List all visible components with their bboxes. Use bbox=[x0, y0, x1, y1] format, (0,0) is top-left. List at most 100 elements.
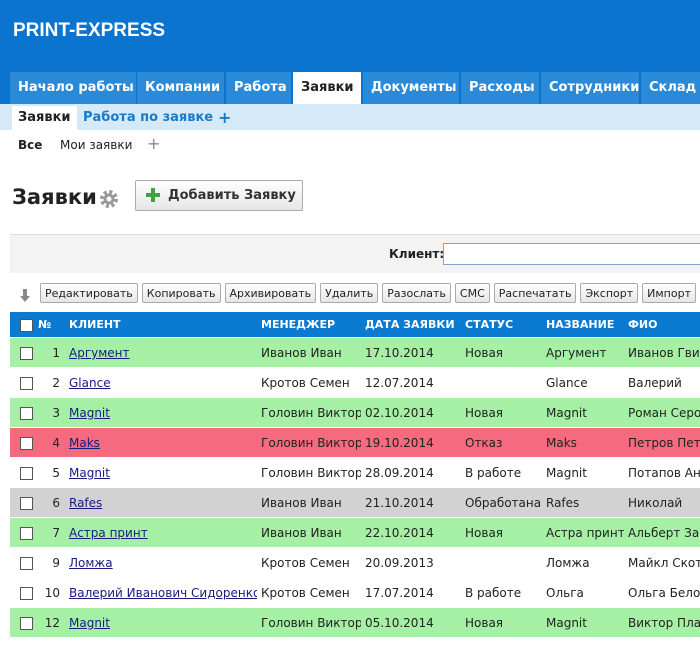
client-link[interactable]: Аргумент bbox=[69, 346, 130, 360]
table-row[interactable]: 12 Magnit Головин Виктор 05.10.2014 Новая Mag… bbox=[10, 608, 700, 638]
client-cell: Аргумент bbox=[69, 338, 257, 368]
app-title: PRINT-EXPRESS bbox=[13, 20, 166, 41]
row-number: 1 bbox=[52, 346, 60, 360]
client-link[interactable]: Астра принт bbox=[69, 526, 148, 540]
sort-icon[interactable] bbox=[18, 287, 32, 303]
client-link[interactable]: Валерий Иванович Сидоренко bbox=[69, 586, 257, 600]
table-cell: 02.10.2014 bbox=[365, 406, 434, 420]
nav-tab[interactable]: Сотрудники bbox=[541, 72, 639, 104]
toolbar-button[interactable]: Редактировать bbox=[40, 283, 138, 303]
row-checkbox[interactable] bbox=[20, 437, 33, 450]
table-cell: Валерий bbox=[628, 376, 682, 390]
row-number: 9 bbox=[52, 556, 60, 570]
table-cell: Ломжа bbox=[546, 556, 590, 570]
table-cell: 05.10.2014 bbox=[365, 616, 434, 630]
table-cell: 17.07.2014 bbox=[365, 586, 434, 600]
table-row[interactable]: 6 Rafes Иванов Иван 21.10.2014 Обработана Raf… bbox=[10, 488, 700, 518]
subtab-bar bbox=[0, 104, 700, 130]
table-cell: Альберт Зан bbox=[628, 526, 700, 540]
client-cell: Астра принт bbox=[69, 518, 257, 548]
client-input[interactable] bbox=[443, 243, 700, 265]
table-row[interactable]: 7 Астра принт Иванов Иван 22.10.2014 Новая Ас… bbox=[10, 518, 700, 548]
row-number: 10 bbox=[44, 586, 60, 600]
row-checkbox[interactable] bbox=[20, 527, 33, 540]
add-button[interactable]: Добавить Заявку bbox=[135, 180, 303, 211]
table-cell: Maks bbox=[546, 436, 577, 450]
row-checkbox[interactable] bbox=[20, 467, 33, 480]
table-cell: 17.10.2014 bbox=[365, 346, 434, 360]
table-row[interactable]: 3 Magnit Головин Виктор 02.10.2014 Новая Magn… bbox=[10, 398, 700, 428]
table-cell: 21.10.2014 bbox=[365, 496, 434, 510]
column-header[interactable]: ДАТА ЗАЯВКИ bbox=[365, 318, 455, 331]
table-cell: Новая bbox=[465, 526, 504, 540]
client-link[interactable]: Magnit bbox=[69, 466, 110, 480]
column-header[interactable]: СТАТУС bbox=[465, 318, 514, 331]
column-header[interactable]: КЛИЕНТ bbox=[69, 318, 121, 331]
toolbar-button[interactable]: Архивировать bbox=[224, 283, 317, 303]
toolbar-button[interactable]: Разослать bbox=[382, 283, 451, 303]
row-number: 12 bbox=[44, 616, 60, 630]
table-cell: Новая bbox=[465, 616, 504, 630]
table-row[interactable]: 9 Ломжа Кротов Семен 20.09.2013 Ломжа Майкл С… bbox=[10, 548, 700, 578]
toolbar-button[interactable]: Копировать bbox=[141, 283, 221, 303]
column-header[interactable]: ФИО bbox=[628, 318, 658, 331]
table-cell: Кротов Семен bbox=[261, 376, 350, 390]
column-header[interactable]: МЕНЕДЖЕР bbox=[261, 318, 336, 331]
client-link[interactable]: Magnit bbox=[69, 616, 110, 630]
row-number: 6 bbox=[52, 496, 60, 510]
table-cell: В работе bbox=[465, 466, 522, 480]
nav-tab[interactable]: Расходы bbox=[461, 72, 539, 104]
row-checkbox[interactable] bbox=[20, 347, 33, 360]
table-cell: Головин Виктор bbox=[261, 406, 361, 420]
client-link[interactable]: Magnit bbox=[69, 406, 110, 420]
toolbar-button[interactable]: Удалить bbox=[320, 283, 379, 303]
column-header[interactable]: № bbox=[38, 318, 52, 331]
toolbar-button[interactable]: Экспорт bbox=[580, 283, 639, 303]
subtab[interactable]: Работа по заявке bbox=[83, 110, 214, 125]
row-checkbox[interactable] bbox=[20, 587, 33, 600]
add-filter[interactable]: + bbox=[147, 134, 161, 153]
table-row[interactable]: 5 Magnit Головин Виктор 28.09.2014 В работе M… bbox=[10, 458, 700, 488]
nav-tab[interactable]: Компании bbox=[137, 72, 224, 104]
nav-tab[interactable]: Заявки bbox=[293, 72, 361, 104]
table-cell: Кротов Семен bbox=[261, 586, 350, 600]
nav-tab[interactable]: Работа bbox=[226, 72, 291, 104]
table-cell: Glance bbox=[546, 376, 588, 390]
row-checkbox[interactable] bbox=[20, 497, 33, 510]
toolbar-button[interactable]: СМС bbox=[454, 283, 490, 303]
client-link[interactable]: Ломжа bbox=[69, 556, 113, 570]
table-cell: Роман Серо bbox=[628, 406, 700, 420]
row-checkbox[interactable] bbox=[20, 377, 33, 390]
toolbar-button[interactable]: Распечатать bbox=[493, 283, 577, 303]
client-link[interactable]: Glance bbox=[69, 376, 111, 390]
table-cell: Новая bbox=[465, 346, 504, 360]
nav-tab[interactable]: Склад bbox=[641, 72, 700, 104]
subtab[interactable]: Заявки bbox=[12, 106, 77, 130]
table-cell: Петров Петр bbox=[628, 436, 700, 450]
select-all-checkbox[interactable] bbox=[20, 319, 33, 332]
table-cell: 19.10.2014 bbox=[365, 436, 434, 450]
filter-tab[interactable]: Мои заявки bbox=[60, 138, 133, 152]
client-link[interactable]: Maks bbox=[69, 436, 100, 450]
table-cell: 28.09.2014 bbox=[365, 466, 434, 480]
nav-tab[interactable]: Документы bbox=[363, 72, 459, 104]
table-cell: 22.10.2014 bbox=[365, 526, 434, 540]
settings-icon[interactable] bbox=[99, 189, 119, 209]
row-checkbox[interactable] bbox=[20, 617, 33, 630]
table-row[interactable]: 10 Валерий Иванович Сидоренко Кротов Семен… bbox=[10, 578, 700, 608]
plus-icon bbox=[146, 188, 160, 202]
table-cell: В работе bbox=[465, 586, 522, 600]
column-header[interactable]: НАЗВАНИЕ bbox=[546, 318, 615, 331]
add-subtab[interactable]: + bbox=[218, 108, 232, 127]
nav-tab[interactable]: Начало работы bbox=[10, 72, 136, 104]
client-link[interactable]: Rafes bbox=[69, 496, 103, 510]
toolbar-button[interactable]: Импорт bbox=[642, 283, 696, 303]
row-checkbox[interactable] bbox=[20, 557, 33, 570]
table-cell: Головин Виктор bbox=[261, 616, 361, 630]
table-row[interactable]: 1 Аргумент Иванов Иван 17.10.2014 Новая Аргум… bbox=[10, 338, 700, 368]
row-checkbox[interactable] bbox=[20, 407, 33, 420]
filter-tab[interactable]: Все bbox=[18, 138, 43, 152]
table-row[interactable]: 4 Maks Головин Виктор 19.10.2014 Отказ Maks Пе… bbox=[10, 428, 700, 458]
table-row[interactable]: 2 Glance Кротов Семен 12.07.2014 Glance Валер… bbox=[10, 368, 700, 398]
